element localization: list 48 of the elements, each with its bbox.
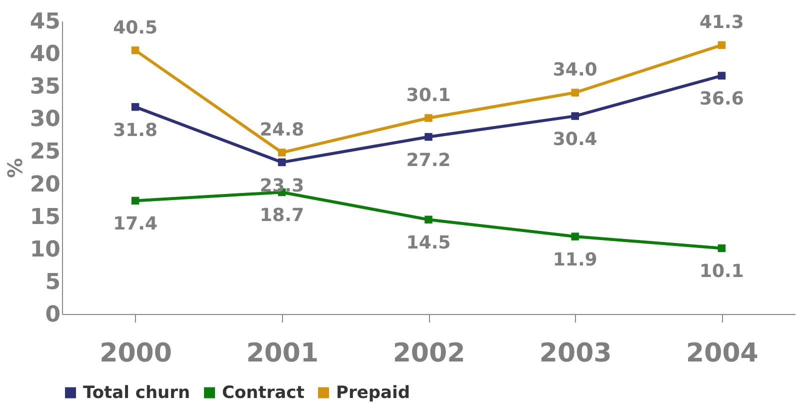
point [278, 158, 286, 166]
y-tick-label: 0 [45, 302, 60, 328]
data-label: 23.3 [260, 175, 304, 196]
point [278, 148, 286, 156]
y-tick-label: 25 [30, 140, 60, 165]
point [571, 88, 579, 96]
point [718, 41, 726, 49]
y-tick-label: 10 [30, 237, 60, 262]
data-label: 36.6 [699, 88, 744, 110]
data-label: 27.2 [406, 150, 451, 171]
x-tick-label: 2001 [246, 338, 319, 368]
legend-label: Total churn [83, 382, 190, 403]
data-label: 34.0 [552, 60, 598, 81]
y-tick-label: 20 [30, 172, 60, 198]
data-label: 41.3 [699, 12, 744, 34]
data-label: 10.1 [699, 261, 744, 282]
x-tick-label: 2000 [100, 338, 172, 368]
point [571, 232, 579, 240]
point [718, 244, 726, 252]
x-tick-label: 2002 [392, 338, 466, 368]
data-label: 31.8 [113, 120, 158, 141]
point [424, 133, 432, 141]
point [131, 196, 140, 205]
legend-label: Contract [222, 382, 304, 403]
x-tick-label: 2004 [686, 338, 758, 368]
point [131, 46, 140, 54]
data-label: 18.7 [260, 205, 304, 226]
legend-label: Prepaid [336, 382, 410, 403]
point [424, 114, 432, 122]
point [131, 103, 140, 111]
y-tick-label: 35 [30, 74, 60, 100]
data-label: 14.5 [406, 232, 451, 254]
y-axis-title: % [2, 158, 27, 178]
data-label: 30.4 [552, 129, 598, 150]
y-tick-label: 40 [30, 42, 60, 68]
y-tick-label: 5 [45, 270, 60, 295]
data-label: 17.4 [113, 214, 158, 235]
data-label: 24.8 [260, 120, 304, 141]
point [718, 72, 726, 80]
y-tick-label: 45 [30, 10, 60, 34]
data-label: 40.5 [113, 17, 158, 38]
point [424, 216, 432, 224]
x-tick-label: 2003 [539, 338, 612, 368]
y-tick-label: 30 [30, 107, 60, 132]
data-label: 11.9 [552, 250, 598, 271]
point [571, 112, 579, 120]
data-label: 30.1 [406, 85, 451, 106]
y-tick-label: 15 [30, 204, 60, 230]
